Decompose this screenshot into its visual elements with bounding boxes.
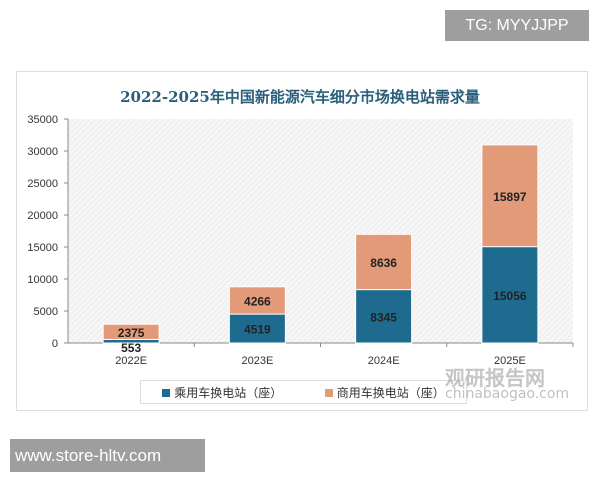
y-tick-label: 25000	[27, 178, 58, 190]
x-tick-label: 2022E	[115, 355, 147, 367]
y-tick-label: 10000	[27, 274, 58, 286]
data-label: 2375	[118, 326, 145, 340]
bar-passenger	[228, 313, 286, 344]
legend: 乘用车换电站（座） 商用车换电站（座）	[140, 380, 467, 404]
bar-passenger	[355, 289, 413, 344]
data-label: 8636	[370, 256, 397, 270]
bar-commercial	[355, 233, 413, 291]
data-label: 15056	[493, 289, 527, 303]
x-tick-label: 2023E	[241, 355, 273, 367]
y-tick-label: 0	[52, 338, 58, 350]
data-label: 4266	[244, 294, 271, 308]
site-badge: www.store-hltv.com	[10, 439, 205, 472]
watermark-logo: 观研报告网	[445, 366, 545, 390]
tg-badge: TG: MYYJJPP	[445, 10, 589, 41]
bar-commercial	[228, 286, 286, 315]
y-tick-label: 5000	[34, 306, 58, 318]
y-tick-label: 20000	[27, 210, 58, 222]
x-tick-label: 2024E	[368, 355, 400, 367]
y-tick-label: 15000	[27, 242, 58, 254]
bar-commercial	[481, 144, 539, 248]
bar-commercial	[102, 323, 160, 340]
data-label: 15897	[493, 190, 527, 204]
legend-item-commercial: 商用车换电站（座）	[324, 384, 445, 401]
data-label: 8345	[370, 310, 397, 324]
data-label: 4519	[244, 323, 271, 337]
y-tick-label: 35000	[27, 114, 58, 126]
chart-title: 2022-2025年中国新能源汽车细分市场换电站需求量	[120, 88, 480, 106]
watermark-domain: chinabaogao.com	[445, 386, 570, 402]
y-tick-label: 30000	[27, 146, 58, 158]
bar-passenger	[481, 246, 539, 344]
legend-item-passenger: 乘用车换电站（座）	[162, 384, 282, 401]
data-label: 553	[121, 341, 141, 355]
x-tick-label: 2025E	[494, 355, 526, 367]
